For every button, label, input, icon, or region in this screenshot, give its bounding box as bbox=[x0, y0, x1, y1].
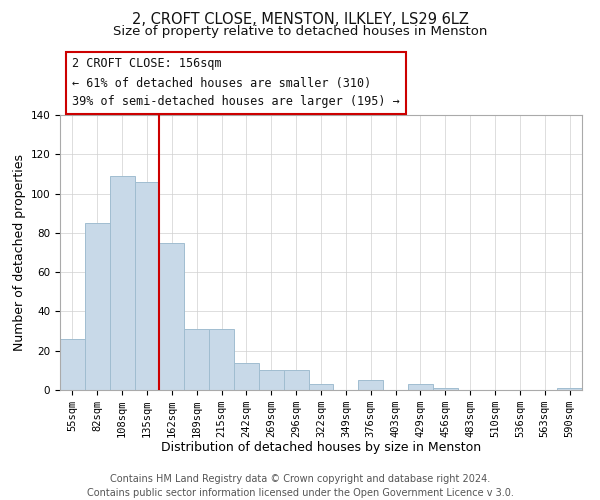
Text: Contains HM Land Registry data © Crown copyright and database right 2024.
Contai: Contains HM Land Registry data © Crown c… bbox=[86, 474, 514, 498]
Bar bbox=[60, 339, 85, 390]
Text: 2, CROFT CLOSE, MENSTON, ILKLEY, LS29 6LZ: 2, CROFT CLOSE, MENSTON, ILKLEY, LS29 6L… bbox=[131, 12, 469, 28]
Bar bbox=[557, 388, 582, 390]
Bar bbox=[209, 329, 234, 390]
Bar bbox=[85, 223, 110, 390]
Bar bbox=[358, 380, 383, 390]
Bar bbox=[160, 242, 184, 390]
X-axis label: Distribution of detached houses by size in Menston: Distribution of detached houses by size … bbox=[161, 442, 481, 454]
Bar bbox=[433, 388, 458, 390]
Text: 2 CROFT CLOSE: 156sqm
← 61% of detached houses are smaller (310)
39% of semi-det: 2 CROFT CLOSE: 156sqm ← 61% of detached … bbox=[72, 58, 400, 108]
Bar bbox=[184, 329, 209, 390]
Bar bbox=[234, 362, 259, 390]
Bar bbox=[259, 370, 284, 390]
Bar bbox=[134, 182, 160, 390]
Bar bbox=[110, 176, 134, 390]
Text: Size of property relative to detached houses in Menston: Size of property relative to detached ho… bbox=[113, 25, 487, 38]
Bar bbox=[284, 370, 308, 390]
Bar bbox=[408, 384, 433, 390]
Bar bbox=[308, 384, 334, 390]
Y-axis label: Number of detached properties: Number of detached properties bbox=[13, 154, 26, 351]
